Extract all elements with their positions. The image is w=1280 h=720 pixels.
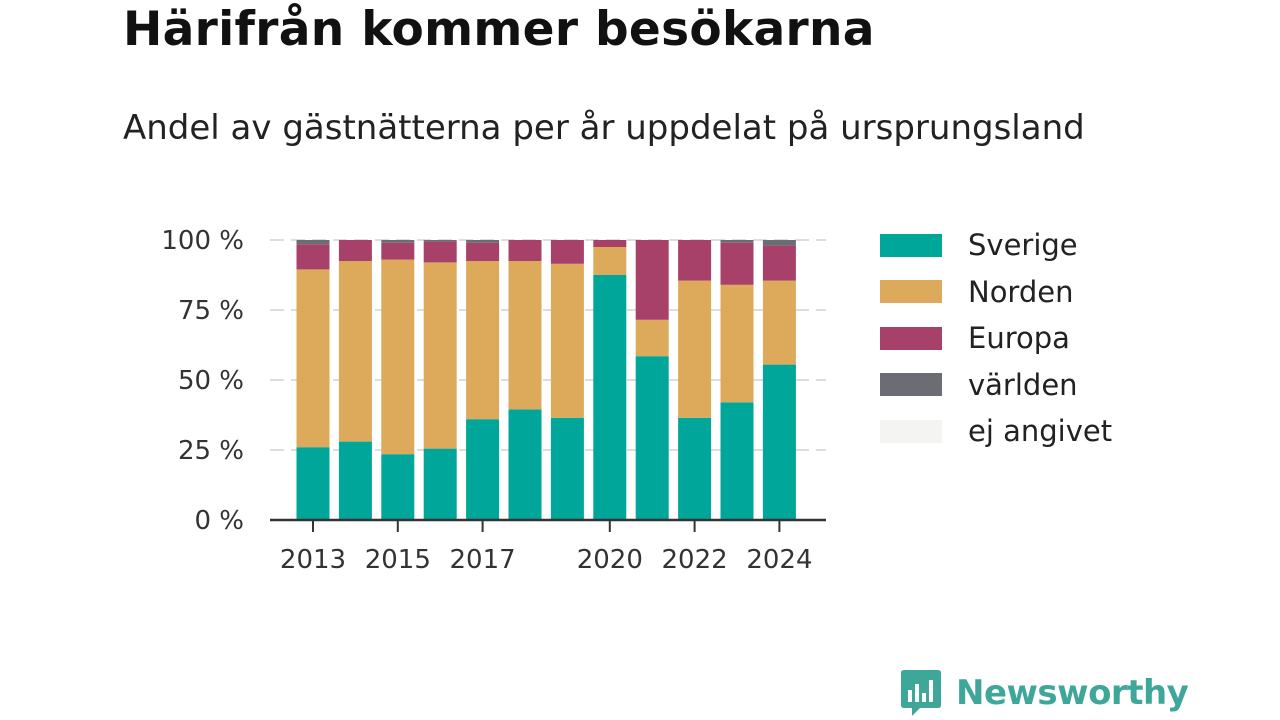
legend-swatch — [880, 419, 942, 443]
x-tick-label: 2022 — [662, 545, 728, 575]
bar-segment-Sverige-2016 — [423, 448, 457, 520]
x-tick-label: 2017 — [450, 545, 516, 575]
y-tick-label: 100 % — [161, 226, 244, 256]
legend: Sverige Norden Europa världen ej angivet — [880, 222, 1112, 455]
bar-segment-Norden-2020 — [593, 247, 627, 275]
legend-label: Norden — [968, 274, 1074, 309]
brand-name: Newsworthy — [956, 673, 1189, 713]
bar-segment-världen-2023 — [720, 240, 754, 243]
bar-segment-världen-2024 — [762, 240, 796, 246]
legend-label: Europa — [968, 321, 1070, 356]
x-tick-label: 2024 — [746, 545, 812, 575]
y-tick-label: 25 % — [178, 436, 244, 466]
x-tick-label: 2015 — [365, 545, 431, 575]
legend-swatch — [880, 373, 942, 397]
bar-segment-Europa-2014 — [338, 240, 372, 261]
bar-segment-Sverige-2018 — [508, 409, 542, 520]
bar-segment-Sverige-2023 — [720, 402, 754, 520]
bar-segment-Europa-2018 — [508, 240, 542, 261]
legend-item: ej angivet — [880, 408, 1112, 455]
bar-segment-Norden-2019 — [550, 263, 584, 418]
brand-logo: Newsworthy — [900, 668, 1189, 718]
bar-segment-Sverige-2017 — [466, 419, 500, 520]
bar-segment-Norden-2023 — [720, 284, 754, 403]
bar-segment-Europa-2016 — [423, 241, 457, 263]
bar-segment-Europa-2019 — [550, 240, 584, 264]
bar-segment-Norden-2013 — [296, 269, 330, 448]
bar-segment-Sverige-2019 — [550, 417, 584, 520]
bar-segment-Europa-2022 — [678, 240, 712, 281]
bar-segment-Norden-2017 — [466, 261, 500, 420]
legend-item: Europa — [880, 315, 1112, 362]
bar-segment-Norden-2015 — [381, 259, 415, 455]
legend-label: Sverige — [968, 228, 1078, 263]
bar-segment-Norden-2018 — [508, 261, 542, 410]
bar-segment-Sverige-2021 — [635, 356, 669, 520]
bar-segment-Norden-2022 — [678, 280, 712, 418]
bar-segment-världen-2013 — [296, 240, 330, 245]
axes: 0 % 25 % 50 % 75 % 100 % 2013 2015 2017 2020 2022… — [161, 226, 826, 575]
bar-segment-Europa-2013 — [296, 244, 330, 270]
x-tick-label: 2020 — [577, 545, 643, 575]
bar-segment-Sverige-2020 — [593, 275, 627, 520]
bar-segment-Norden-2016 — [423, 262, 457, 449]
bar-segment-Europa-2015 — [381, 242, 415, 260]
bar-segment-världen-2016 — [423, 240, 457, 242]
bar-segment-Sverige-2015 — [381, 454, 415, 520]
bar-segment-Sverige-2022 — [678, 417, 712, 520]
y-tick-label: 75 % — [178, 296, 244, 326]
bars — [296, 240, 796, 520]
y-tick-label: 0 % — [194, 506, 244, 536]
bar-segment-Norden-2021 — [635, 319, 669, 357]
bar-segment-världen-2017 — [466, 240, 500, 243]
y-tick-label: 50 % — [178, 366, 244, 396]
newsworthy-logo-icon — [901, 670, 941, 716]
bar-segment-Europa-2020 — [593, 240, 627, 247]
bar-segment-Europa-2023 — [720, 242, 754, 285]
chart-subtitle: Andel av gästnätterna per år uppdelat på… — [123, 108, 1085, 148]
legend-item: Sverige — [880, 222, 1112, 269]
bar-segment-Europa-2017 — [466, 242, 500, 261]
bar-segment-Sverige-2014 — [338, 441, 372, 520]
bar-segment-Europa-2021 — [635, 240, 669, 320]
bar-segment-Norden-2024 — [762, 280, 796, 365]
legend-label: ej angivet — [968, 414, 1113, 449]
x-tick-label: 2013 — [280, 545, 346, 575]
bar-segment-Sverige-2024 — [762, 364, 796, 520]
bar-segment-Sverige-2013 — [296, 447, 330, 520]
legend-swatch — [880, 233, 942, 257]
bar-segment-världen-2015 — [381, 240, 415, 243]
legend-item: världen — [880, 362, 1112, 409]
legend-swatch — [880, 326, 942, 350]
legend-swatch — [880, 280, 942, 304]
legend-item: Norden — [880, 269, 1112, 316]
bar-segment-Europa-2024 — [762, 245, 796, 281]
bar-segment-Norden-2014 — [338, 261, 372, 442]
legend-label: världen — [968, 367, 1078, 402]
chart-title: Härifrån kommer besökarna — [123, 2, 875, 57]
